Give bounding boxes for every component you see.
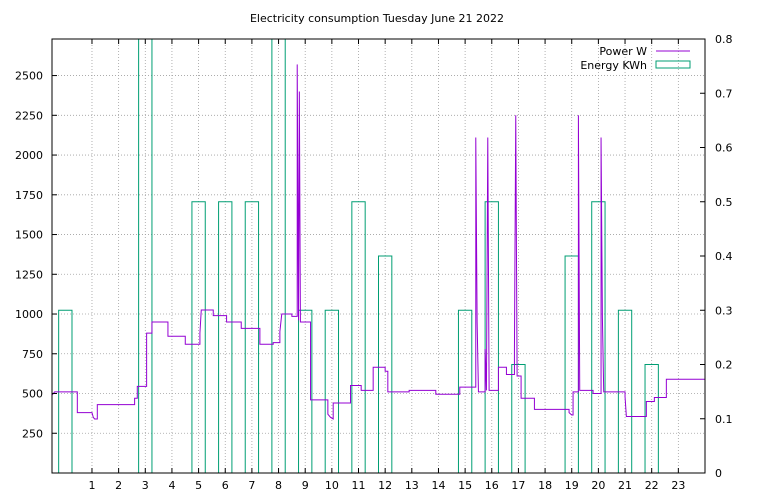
tick-labels: 1 2 3 4 5 6 7 8 9 10 11 12 13 14 15 16 17 18 19 20 21 22 23250… [15, 33, 733, 492]
x-tick-label: 11 [352, 479, 366, 492]
energy-bar [457, 309, 473, 474]
y-left-tick-label: 1750 [15, 189, 43, 202]
y-left-tick-label: 250 [22, 427, 43, 440]
x-tick-label: 10 [325, 479, 339, 492]
y-left-tick-label: 2250 [15, 109, 43, 122]
y-right-tick-label: 0.4 [715, 250, 733, 263]
y-right-tick-label: 0.7 [715, 87, 733, 100]
y-right-tick-label: 0.2 [715, 359, 733, 372]
x-tick-label: 23 [671, 479, 685, 492]
x-tick-label: 8 [275, 479, 282, 492]
x-tick-label: 13 [405, 479, 419, 492]
power-line [51, 64, 705, 420]
legend-label-energy: Energy KWh [580, 59, 647, 72]
x-tick-label: 16 [485, 479, 499, 492]
x-tick-label: 9 [302, 479, 309, 492]
x-tick-label: 6 [222, 479, 229, 492]
x-tick-label: 18 [538, 479, 552, 492]
chart-title: Electricity consumption Tuesday June 21 … [250, 12, 504, 25]
x-tick-label: 3 [142, 479, 149, 492]
plot-frame [51, 38, 706, 474]
power-series [51, 64, 705, 420]
energy-bar [298, 309, 313, 474]
x-tick-label: 17 [511, 479, 525, 492]
y-left-tick-label: 1500 [15, 229, 43, 242]
x-tick-label: 20 [591, 479, 605, 492]
x-tick-label: 7 [248, 479, 255, 492]
energy-bar [324, 309, 340, 474]
y-left-tick-label: 750 [22, 348, 43, 361]
y-right-tick-label: 0.8 [715, 33, 733, 46]
y-right-tick-label: 0.1 [715, 413, 733, 426]
x-tick-label: 19 [565, 479, 579, 492]
x-tick-label: 1 [88, 479, 95, 492]
legend: Power W Energy KWh [580, 45, 691, 72]
x-tick-label: 5 [195, 479, 202, 492]
legend-box-energy [655, 60, 691, 69]
legend-label-power: Power W [599, 45, 647, 58]
x-tick-label: 4 [168, 479, 175, 492]
axes [51, 38, 706, 474]
x-tick-label: 14 [431, 479, 445, 492]
x-tick-label: 22 [645, 479, 659, 492]
y-left-tick-label: 1000 [15, 308, 43, 321]
y-left-tick-label: 2500 [15, 70, 43, 83]
x-tick-label: 12 [378, 479, 392, 492]
y-right-tick-label: 0.6 [715, 142, 733, 155]
y-left-tick-label: 2000 [15, 149, 43, 162]
x-tick-label: 2 [115, 479, 122, 492]
y-right-tick-label: 0.3 [715, 304, 733, 317]
y-left-tick-label: 500 [22, 388, 43, 401]
x-tick-label: 21 [618, 479, 632, 492]
y-right-tick-label: 0.5 [715, 196, 733, 209]
x-tick-label: 15 [458, 479, 472, 492]
y-right-tick-label: 0 [715, 467, 722, 480]
y-left-tick-label: 1250 [15, 268, 43, 281]
